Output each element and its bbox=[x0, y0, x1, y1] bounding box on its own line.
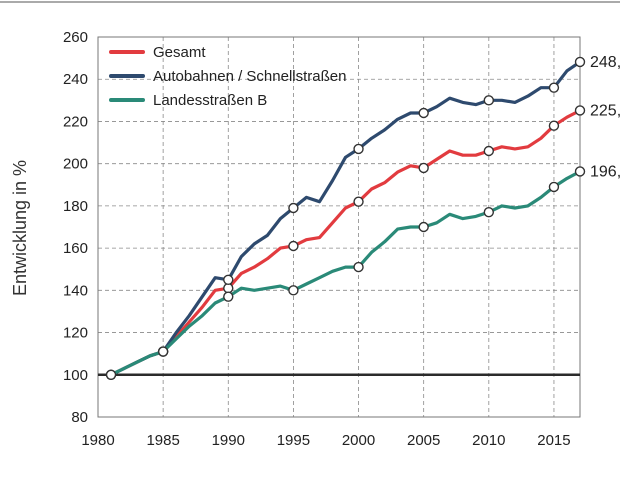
data-point-marker bbox=[418, 162, 429, 174]
data-point-marker bbox=[353, 261, 364, 273]
x-tick-label: 2005 bbox=[407, 432, 440, 449]
data-point-marker bbox=[418, 221, 429, 233]
grid bbox=[97, 36, 581, 418]
data-point-marker bbox=[483, 207, 495, 218]
data-point-marker bbox=[288, 285, 299, 296]
tick-labels: 80 100 120 140 160 180 200 220 240 260 1980 1985 199… bbox=[63, 29, 571, 449]
data-point-marker bbox=[288, 202, 299, 214]
data-point-marker bbox=[223, 274, 234, 285]
series-line bbox=[109, 169, 582, 377]
plot-frame bbox=[97, 36, 581, 418]
data-point-marker bbox=[288, 240, 299, 252]
data-point-marker bbox=[223, 291, 234, 302]
y-tick-label: 240 bbox=[63, 71, 88, 88]
y-tick-label: 220 bbox=[63, 113, 88, 130]
y-tick-label: 260 bbox=[63, 29, 88, 46]
data-point-marker bbox=[483, 145, 495, 157]
y-tick-label: 160 bbox=[63, 240, 88, 257]
y-tick-label: 180 bbox=[63, 198, 88, 215]
x-tick-label: 2015 bbox=[537, 432, 570, 449]
x-tick-label: 1985 bbox=[146, 432, 179, 449]
data-point-marker bbox=[548, 181, 560, 193]
end-value-label: 248,2 bbox=[590, 54, 620, 71]
y-tick-label: 120 bbox=[63, 325, 88, 342]
y-tick-label: 100 bbox=[63, 367, 88, 384]
x-tick-label: 2010 bbox=[472, 432, 505, 449]
legend-label: Gesamt bbox=[153, 44, 206, 61]
x-tick-label: 1995 bbox=[277, 432, 310, 449]
x-tick-label: 2000 bbox=[342, 432, 375, 449]
data-point-marker bbox=[548, 82, 560, 93]
data-point-marker bbox=[548, 120, 560, 131]
data-point-marker bbox=[574, 105, 586, 116]
y-axis-title: Entwicklung in % bbox=[10, 160, 30, 296]
x-tick-label: 1990 bbox=[212, 432, 245, 449]
y-tick-label: 200 bbox=[63, 156, 88, 173]
data-point-marker bbox=[223, 283, 234, 294]
legend-label: Autobahnen / Schnellstraßen bbox=[153, 68, 346, 85]
data-point-marker bbox=[574, 56, 586, 68]
legend-label: Landesstraßen B bbox=[153, 92, 267, 109]
data-point-marker bbox=[418, 107, 429, 119]
data-point-marker bbox=[353, 196, 364, 207]
y-tick-label: 80 bbox=[71, 409, 88, 426]
series-3: 196,3 bbox=[105, 163, 620, 380]
data-point-marker bbox=[483, 95, 495, 106]
series-2: 248,2 bbox=[105, 54, 620, 380]
x-tick-label: 1980 bbox=[81, 432, 114, 449]
data-point-marker bbox=[157, 346, 169, 357]
data-point-marker bbox=[353, 143, 364, 155]
legend: Gesamt Autobahnen / Schnellstraßen Landess… bbox=[109, 44, 346, 109]
end-value-label: 196,3 bbox=[590, 163, 620, 180]
end-value-label: 225,2 bbox=[590, 102, 620, 119]
data-point-marker bbox=[105, 369, 117, 380]
series-line bbox=[109, 108, 582, 377]
series-line bbox=[109, 60, 582, 377]
series-group: 225,2 248,2 196,3 bbox=[105, 54, 620, 380]
y-tick-label: 140 bbox=[63, 282, 88, 299]
data-point-marker bbox=[574, 166, 586, 177]
